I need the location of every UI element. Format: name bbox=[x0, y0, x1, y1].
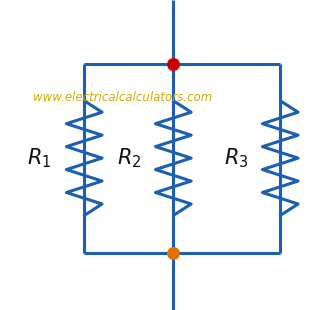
Text: $R_1$: $R_1$ bbox=[27, 146, 51, 170]
Point bbox=[171, 61, 176, 66]
Point bbox=[171, 250, 176, 255]
Text: $R_3$: $R_3$ bbox=[224, 146, 249, 170]
Text: www.electricalcalculators.com: www.electricalcalculators.com bbox=[33, 91, 213, 104]
Text: $R_2$: $R_2$ bbox=[117, 146, 142, 170]
